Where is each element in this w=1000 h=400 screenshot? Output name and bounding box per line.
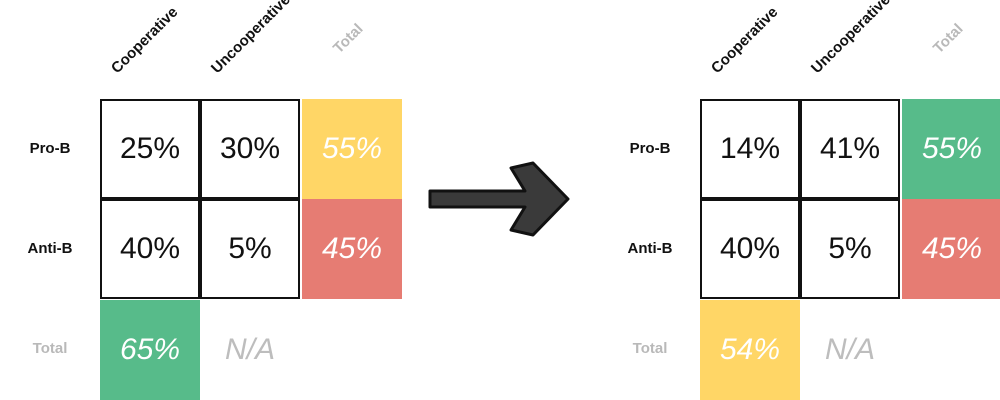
col-total-uncooperative-na: N/A: [224, 333, 275, 366]
row-total-anti-b: 45%: [902, 199, 1000, 299]
col-header-uncooperative: Uncooperative: [207, 0, 294, 78]
row-total-anti-b: 45%: [302, 199, 402, 299]
row-total-pro-b: 55%: [902, 99, 1000, 199]
col-total-cooperative: 54%: [700, 300, 800, 400]
row-header-pro-b: Pro-B: [629, 140, 671, 157]
cell-pro-b-uncooperative: 41%: [800, 99, 900, 199]
left-matrix: Cooperative Uncooperative Total Pro-B An…: [0, 0, 402, 400]
cell-pro-b-cooperative: 25%: [100, 99, 200, 199]
col-header-total: Total: [929, 20, 967, 57]
col-total-cooperative: 65%: [100, 300, 200, 400]
row-header-anti-b: Anti-B: [627, 240, 673, 257]
cell-anti-b-cooperative: 40%: [700, 199, 800, 299]
cell-anti-b-uncooperative: 5%: [800, 199, 900, 299]
row-header-total: Total: [32, 340, 68, 357]
right-arrow-icon: [428, 161, 570, 237]
col-total-uncooperative-na: N/A: [824, 333, 875, 366]
right-matrix: Cooperative Uncooperative Total Pro-B An…: [600, 0, 1000, 400]
row-header-anti-b: Anti-B: [27, 240, 73, 257]
cell-anti-b-cooperative: 40%: [100, 199, 200, 299]
row-header-pro-b: Pro-B: [29, 140, 71, 157]
cell-anti-b-uncooperative: 5%: [200, 199, 300, 299]
col-header-cooperative: Cooperative: [707, 3, 782, 78]
col-header-uncooperative: Uncooperative: [807, 0, 894, 78]
col-header-cooperative: Cooperative: [107, 3, 182, 78]
col-header-total: Total: [329, 20, 367, 57]
row-header-total: Total: [632, 340, 668, 357]
row-total-pro-b: 55%: [302, 99, 402, 199]
cell-pro-b-cooperative: 14%: [700, 99, 800, 199]
cell-pro-b-uncooperative: 30%: [200, 99, 300, 199]
